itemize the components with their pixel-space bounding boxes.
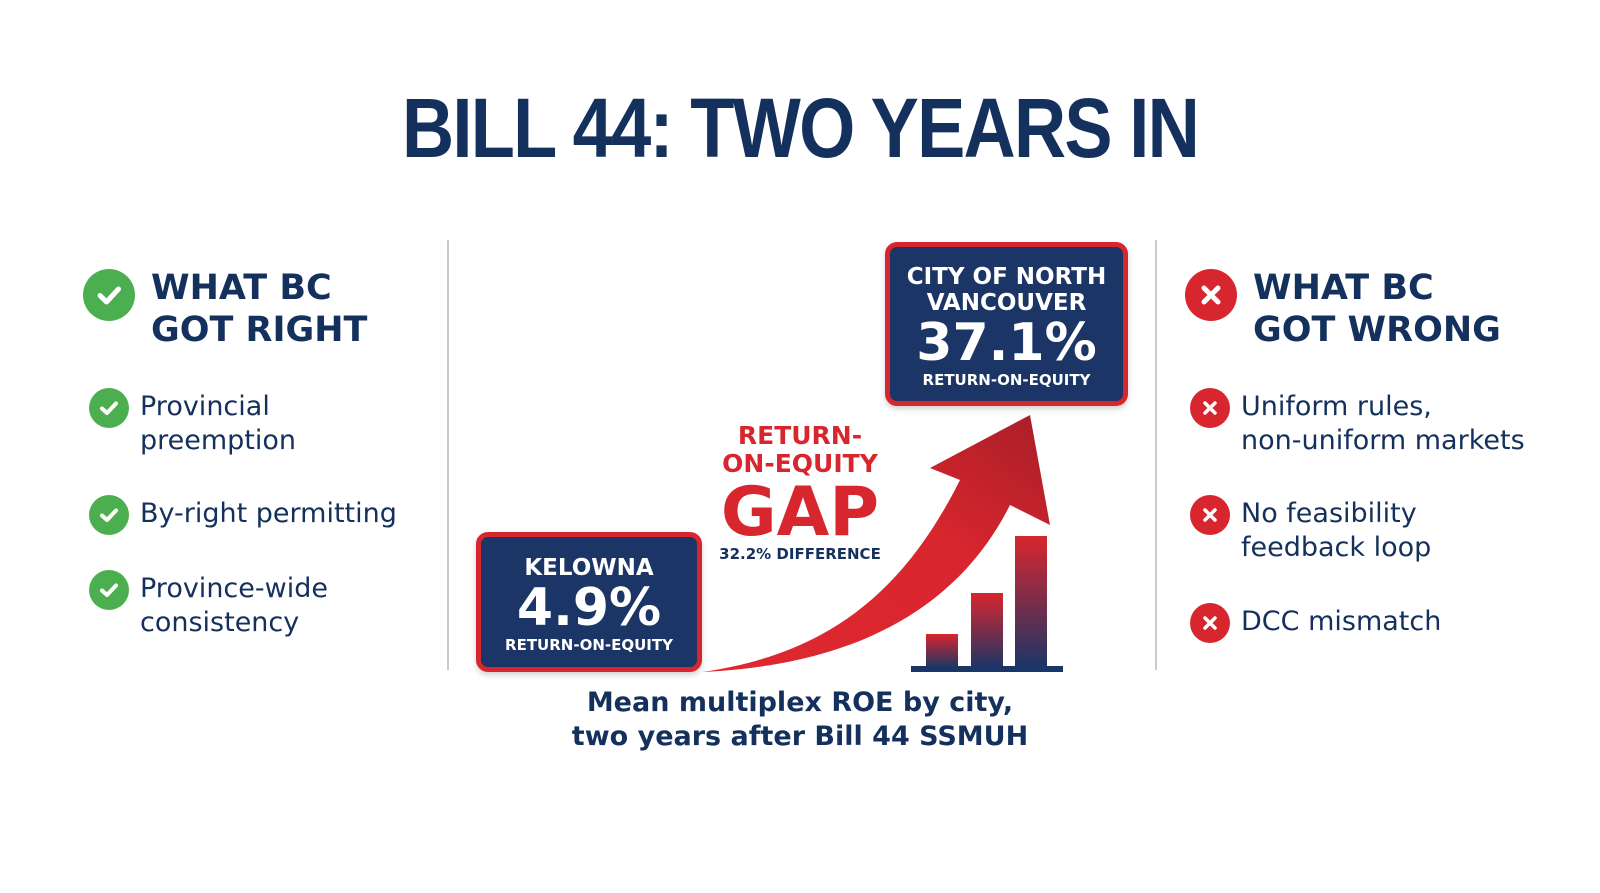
got-wrong-heading: WHAT BC GOT WRONG (1185, 267, 1501, 351)
item-label: By-right permitting (140, 498, 397, 529)
bar-small (926, 634, 958, 668)
chart-caption: Mean multiplex ROE by city, two years af… (571, 687, 1029, 752)
check-circle-icon (89, 495, 129, 535)
right-divider (1155, 240, 1157, 670)
x-circle-icon (1190, 495, 1230, 535)
kelowna-roe-card: KELOWNA 4.9% RETURN-ON-EQUITY (476, 532, 702, 672)
chart-baseline (911, 666, 1063, 672)
list-item-right: Provincial preemption (89, 388, 297, 458)
item-label: Uniform rules, non-uniform markets (1241, 391, 1525, 456)
check-circle-icon (89, 388, 129, 428)
item-label: No feasibility feedback loop (1241, 498, 1432, 563)
x-circle-icon (1185, 269, 1237, 321)
gap-word: GAP (720, 473, 880, 552)
check-circle-icon (83, 269, 135, 321)
card-value: 37.1% (916, 313, 1097, 373)
north-vancouver-roe-card: CITY OF NORTH VANCOUVER 37.1% RETURN-ON-… (885, 242, 1128, 406)
got-right-heading: WHAT BC GOT RIGHT (83, 267, 367, 351)
gap-difference: 32.2% DIFFERENCE (719, 545, 881, 563)
got-wrong-heading-text: WHAT BC GOT WRONG (1253, 268, 1501, 350)
item-label: DCC mismatch (1241, 606, 1442, 637)
page-title: BILL 44: TWO YEARS IN (401, 81, 1200, 175)
check-circle-icon (89, 570, 129, 610)
card-city: CITY OF NORTH VANCOUVER (906, 264, 1107, 316)
list-item-right: Province-wide consistency (89, 570, 328, 640)
bar-large (1015, 536, 1047, 668)
list-item-wrong: No feasibility feedback loop (1190, 495, 1432, 565)
item-label: Provincial preemption (140, 391, 297, 456)
list-item-right: By-right permitting (89, 495, 397, 535)
card-sub: RETURN-ON-EQUITY (505, 636, 673, 654)
x-circle-icon (1190, 603, 1230, 643)
got-right-heading-text: WHAT BC GOT RIGHT (151, 268, 368, 350)
left-divider (447, 240, 449, 670)
card-sub: RETURN-ON-EQUITY (922, 371, 1091, 389)
card-value: 4.9% (516, 578, 662, 638)
bar-medium (971, 593, 1003, 668)
x-circle-icon (1190, 388, 1230, 428)
item-label: Province-wide consistency (140, 573, 328, 638)
roe-gap-label: RETURN- ON-EQUITY GAP 32.2% DIFFERENCE (690, 422, 910, 564)
list-item-wrong: Uniform rules, non-uniform markets (1190, 388, 1525, 458)
gap-heading: RETURN- ON-EQUITY (722, 421, 878, 478)
card-city: KELOWNA (524, 555, 654, 581)
list-item-wrong: DCC mismatch (1190, 603, 1442, 643)
